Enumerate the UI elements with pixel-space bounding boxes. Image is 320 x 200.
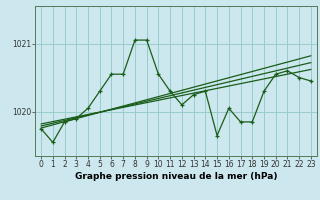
X-axis label: Graphe pression niveau de la mer (hPa): Graphe pression niveau de la mer (hPa) — [75, 172, 277, 181]
